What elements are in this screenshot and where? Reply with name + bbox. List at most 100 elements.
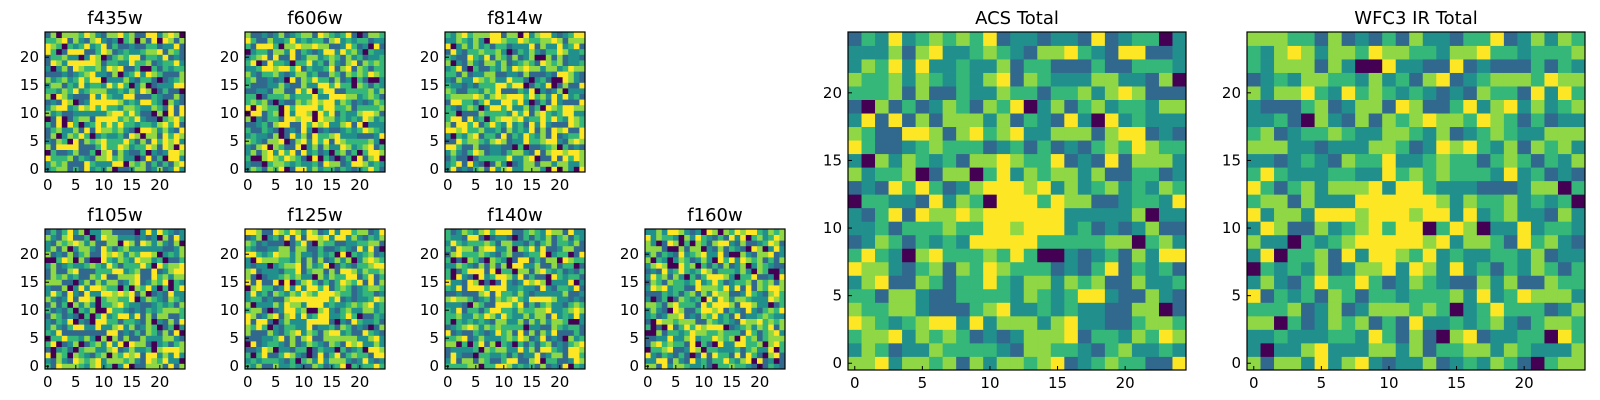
y-tick-label: 0 [429, 357, 439, 375]
heatmap-cell [89, 32, 96, 38]
heatmap-cell [529, 273, 535, 280]
heatmap-cell [489, 71, 496, 78]
heatmap-cell [667, 363, 674, 370]
heatmap-cell [351, 240, 358, 247]
heatmap-cell [729, 268, 735, 275]
heatmap-cell [562, 285, 569, 291]
heatmap-cell [757, 313, 763, 319]
heatmap-cell [106, 76, 113, 83]
heatmap-cell [334, 104, 341, 111]
heatmap-cell [306, 99, 313, 106]
heatmap-cell [529, 155, 535, 162]
heatmap-cell [267, 257, 274, 263]
heatmap-cell [312, 313, 319, 319]
heatmap-cell [250, 346, 257, 353]
heatmap-cell [73, 82, 79, 89]
heatmap-cell [673, 240, 679, 247]
heatmap-cell [512, 352, 519, 359]
heatmap-cell [768, 234, 775, 241]
heatmap-cell [673, 318, 679, 325]
heatmap-cell [351, 229, 358, 235]
heatmap-cell [517, 234, 524, 241]
heatmap-cell [301, 60, 307, 66]
heatmap-cell [301, 273, 307, 280]
heatmap-cell [56, 273, 63, 280]
heatmap-cell [573, 346, 580, 353]
heatmap-cell [751, 245, 758, 252]
heatmap-cell [667, 240, 674, 247]
heatmap-cell [140, 60, 147, 66]
heatmap-cell [473, 335, 479, 342]
heatmap-cell [61, 234, 68, 241]
heatmap-cell [173, 240, 180, 247]
heatmap-cell [701, 234, 707, 241]
heatmap-cell [56, 99, 63, 106]
heatmap-cell [1158, 275, 1173, 290]
heatmap-cell [301, 48, 307, 55]
heatmap-cell [1172, 342, 1187, 357]
heatmap-cell [729, 324, 735, 331]
heatmap-cell [256, 257, 263, 263]
heatmap-cell [123, 234, 130, 241]
heatmap-cell [351, 341, 358, 347]
heatmap-cell [506, 116, 513, 122]
heatmap-cell [256, 262, 263, 269]
heatmap-cell [117, 93, 124, 100]
heatmap-cell [334, 76, 341, 83]
heatmap-cell [656, 341, 663, 347]
heatmap-cell [357, 352, 363, 359]
heatmap-cell [489, 273, 496, 280]
heatmap-cell [568, 82, 575, 89]
heatmap-cell [261, 329, 268, 336]
heatmap-cell [512, 65, 519, 72]
heatmap-cell [1145, 153, 1160, 168]
heatmap-cell [145, 82, 152, 89]
heatmap-cell [256, 335, 263, 342]
heatmap-cell [506, 268, 513, 275]
heatmap-cell [261, 93, 268, 100]
heatmap-cell [650, 318, 657, 325]
heatmap-cell [289, 82, 296, 89]
heatmap-cell [484, 88, 491, 94]
heatmap-cell [551, 48, 558, 55]
heatmap-cell [579, 65, 586, 72]
heatmap-cell [329, 307, 335, 314]
heatmap-cell [379, 88, 386, 94]
heatmap-cell [456, 149, 463, 156]
heatmap-cell [969, 275, 984, 290]
heatmap-cell [301, 290, 307, 297]
heatmap-cell [168, 32, 175, 38]
heatmap-cell [129, 313, 135, 319]
heatmap-cell [157, 279, 163, 286]
heatmap-cell [568, 240, 575, 247]
heatmap-cell [261, 127, 268, 134]
heatmap-cell [340, 296, 347, 303]
heatmap-cell [317, 121, 324, 128]
heatmap-cell [78, 335, 85, 342]
heatmap-cell [489, 32, 496, 38]
heatmap-cell [329, 352, 335, 359]
heatmap-cell [245, 149, 251, 156]
heatmap-cell [117, 290, 124, 297]
heatmap-cell [1158, 167, 1173, 182]
heatmap-cell [112, 71, 119, 78]
heatmap-cell [134, 268, 141, 275]
heatmap-cell [573, 257, 580, 263]
heatmap-cell [95, 301, 102, 308]
heatmap-cell [50, 37, 57, 44]
heatmap-cell [684, 240, 691, 247]
heatmap-cell [745, 290, 752, 297]
heatmap-cell [568, 301, 575, 308]
heatmap-cell [106, 290, 113, 297]
heatmap-cell [261, 301, 268, 308]
heatmap-cell [340, 32, 347, 38]
heatmap-cell [101, 149, 107, 156]
heatmap-cell [134, 234, 141, 241]
heatmap-cell [362, 71, 369, 78]
heatmap-cell [373, 104, 380, 111]
heatmap-cell [112, 341, 119, 347]
heatmap-cell [351, 234, 358, 241]
heatmap-cell [50, 324, 57, 331]
heatmap-cell [562, 251, 569, 258]
heatmap-cell [84, 160, 91, 167]
